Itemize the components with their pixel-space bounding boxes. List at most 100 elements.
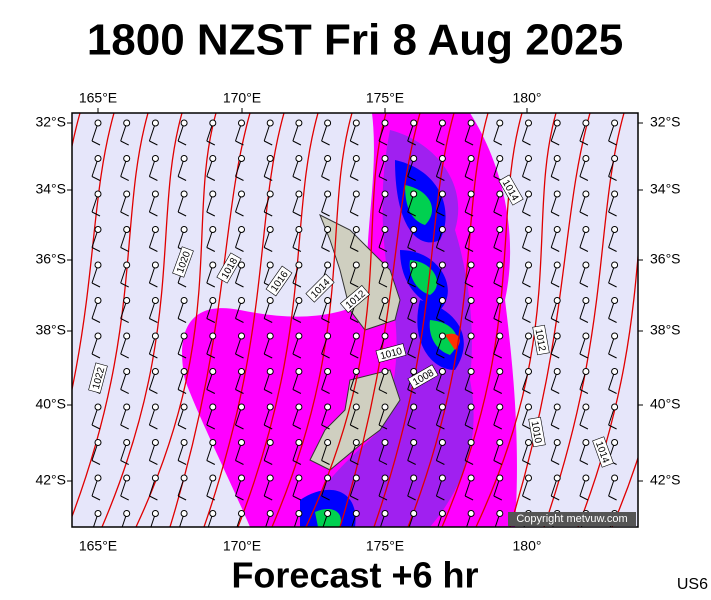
wind-barb-flag: [292, 140, 302, 146]
station: [553, 332, 561, 340]
wind-barb-flag: [235, 140, 244, 146]
precip-heavy: [300, 160, 464, 527]
wind-barb-flag: [522, 282, 531, 288]
wind-barb-flag: [206, 353, 216, 359]
wind-barb-flag: [464, 318, 474, 323]
wind-barb-flag: [579, 318, 589, 323]
station: [525, 155, 532, 162]
isobar: [509, 113, 591, 527]
wind-barb-flag: [464, 460, 474, 465]
precip-max: [445, 333, 460, 350]
wind-barb-flag: [149, 211, 158, 217]
station: [611, 226, 619, 233]
isobar: [135, 113, 217, 527]
station: [582, 474, 590, 482]
wind-barb-flag: [149, 353, 158, 359]
wind-barb-flag: [407, 140, 416, 146]
isobar-label-box: [498, 174, 524, 206]
wind-barb-flag: [91, 282, 101, 288]
station: [496, 226, 504, 233]
wind-barb-flag: [263, 353, 273, 359]
isobar-label-box: [216, 252, 242, 284]
wind-barb-flag: [579, 460, 589, 465]
wind-barb-flag: [493, 389, 503, 394]
wind-barb-flag: [579, 282, 589, 288]
station: [525, 226, 532, 233]
wind-barb-flag: [550, 176, 560, 181]
wind-barb-flag: [493, 495, 503, 501]
station: [467, 403, 475, 411]
station: [238, 474, 245, 482]
wind-barb-flag: [206, 389, 216, 394]
wind-barb-flag: [91, 460, 101, 465]
isobar-label-box: [305, 273, 335, 303]
lat-label-left: 40°S: [35, 396, 66, 412]
station: [496, 403, 504, 411]
station: [611, 439, 619, 446]
station: [295, 297, 303, 304]
station: [410, 510, 418, 517]
wind-barb-flag: [263, 140, 273, 146]
wind-barb-flag: [350, 247, 359, 252]
wind-barb-flag: [378, 282, 388, 288]
wind-barb-flag: [178, 532, 186, 536]
station: [553, 155, 561, 162]
station: [324, 261, 332, 269]
isobar: [407, 113, 489, 527]
wind-barb-flag: [378, 140, 388, 146]
station: [266, 155, 274, 162]
wind-barb-flag: [235, 282, 244, 288]
wind-barb-flag: [350, 211, 359, 217]
wind-barb-flag: [206, 140, 216, 146]
station: [209, 474, 217, 482]
wind-barb-flag: [292, 460, 302, 465]
wind-barb-flag: [464, 211, 474, 217]
station: [295, 439, 303, 446]
station: [94, 226, 102, 233]
wind-barb-flag: [522, 389, 531, 394]
isobar-label-box: [528, 416, 546, 448]
station: [467, 332, 475, 340]
isobar-label-text: 1010: [529, 420, 544, 444]
wind-barb-flag: [350, 176, 359, 181]
wind-barb-flag: [120, 495, 129, 501]
wind-barb-flag: [177, 424, 187, 430]
wind-barb-flag: [149, 495, 158, 501]
station: [324, 190, 332, 198]
station: [467, 510, 475, 517]
wind-barb-flag: [609, 532, 617, 536]
station: [582, 261, 590, 269]
wind-barb-flag: [522, 353, 531, 359]
station: [209, 368, 217, 375]
station: [266, 368, 274, 375]
station: [410, 297, 418, 304]
station: [611, 190, 619, 198]
station: [410, 226, 418, 233]
station: [94, 510, 102, 517]
wind-barb-flag: [522, 247, 531, 252]
station: [209, 119, 217, 127]
station: [94, 155, 102, 162]
isobar: [305, 113, 387, 527]
station: [266, 439, 274, 446]
lat-label-left: 36°S: [35, 251, 66, 267]
station: [123, 226, 131, 233]
station: [180, 510, 188, 517]
wind-barb-flag: [177, 353, 187, 359]
station: [410, 190, 418, 198]
station: [123, 439, 131, 446]
isobar: [72, 113, 115, 393]
wind-barb-flag: [350, 424, 359, 430]
station: [496, 439, 504, 446]
wind-barb-flag: [522, 424, 531, 430]
station: [582, 190, 590, 198]
wind-barb-flag: [550, 282, 560, 288]
station: [151, 119, 159, 127]
station: [553, 119, 561, 127]
station: [94, 297, 102, 304]
station: [553, 190, 561, 198]
wind-barb-flag: [522, 318, 531, 323]
wind-barb-flag: [550, 424, 560, 430]
precip-intense: [315, 185, 458, 527]
